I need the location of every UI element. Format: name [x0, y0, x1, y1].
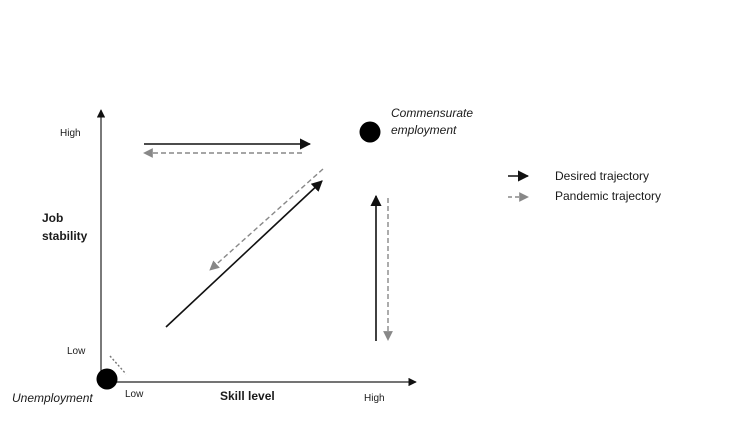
- y-axis-title-line1: Job: [42, 211, 64, 225]
- desired-arrow-diagonal: [165, 180, 323, 328]
- unemployment-node: [96, 368, 118, 390]
- y-axis-high-label: High: [60, 128, 81, 139]
- y-axis-low-label: Low: [67, 346, 86, 357]
- unemployment-label: Unemployment: [12, 391, 93, 405]
- x-axis-low-label: Low: [125, 389, 144, 400]
- commensurate-label-line1: Commensurate: [391, 106, 474, 120]
- x-axis-high-label: High: [364, 393, 385, 404]
- pandemic-arrow-diagonal: [209, 168, 324, 271]
- legend-desired-label: Desired trajectory: [555, 169, 650, 183]
- x-axis-title: Skill level: [220, 389, 275, 403]
- commensurate-label-line2: employment: [391, 123, 457, 137]
- commensurate-employment-label: Commensurate employment: [391, 105, 473, 139]
- pandemic-segment-origin: [109, 355, 127, 375]
- y-axis-title-line2: stability: [42, 229, 88, 243]
- y-axis-title: Job stability: [42, 209, 87, 245]
- commensurate-employment-node: [359, 121, 381, 143]
- legend-pandemic-label: Pandemic trajectory: [555, 189, 662, 203]
